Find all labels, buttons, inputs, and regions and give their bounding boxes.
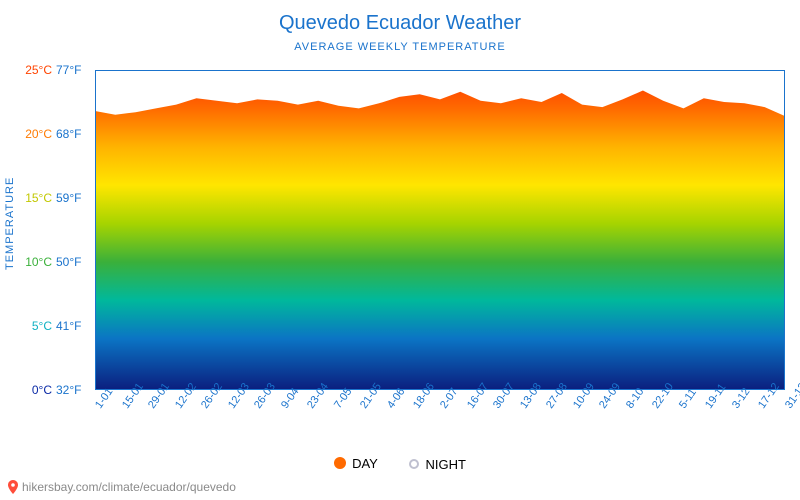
legend-item-night: NIGHT <box>409 457 465 472</box>
map-pin-icon <box>8 480 18 494</box>
plot-area <box>95 70 785 390</box>
legend-label-night: NIGHT <box>425 457 465 472</box>
y-axis: 0°C32°F5°C41°F10°C50°F15°C59°F20°C68°F25… <box>20 70 90 390</box>
source-footer: hikersbay.com/climate/ecuador/quevedo <box>8 480 236 494</box>
chart-subtitle: AVERAGE WEEKLY TEMPERATURE <box>0 35 800 53</box>
y-tick: 25°C77°F <box>20 64 90 76</box>
y-axis-label: TEMPERATURE <box>4 177 16 270</box>
legend-dot-night <box>409 459 419 469</box>
y-tick: 20°C68°F <box>20 128 90 140</box>
y-tick: 10°C50°F <box>20 256 90 268</box>
chart-container: Quevedo Ecuador Weather AVERAGE WEEKLY T… <box>0 0 800 500</box>
legend-label-day: DAY <box>352 456 378 471</box>
legend-item-day: DAY <box>334 456 378 471</box>
plot-svg <box>95 70 785 390</box>
x-axis: 1-0115-0129-0112-0226-0212-0326-039-0423… <box>95 392 785 462</box>
y-tick: 5°C41°F <box>20 320 90 332</box>
x-tick: 5-11 <box>677 387 699 411</box>
temperature-gradient-fill <box>95 70 785 390</box>
source-url: hikersbay.com/climate/ecuador/quevedo <box>22 480 236 494</box>
subtitle-text: AVERAGE WEEKLY TEMPERATURE <box>294 41 505 53</box>
legend-dot-day <box>334 457 346 469</box>
legend: DAY NIGHT <box>0 456 800 473</box>
y-tick: 0°C32°F <box>20 384 90 396</box>
chart-title: Quevedo Ecuador Weather <box>0 0 800 35</box>
chart-area: TEMPERATURE 0°C32°F 5°C41°F 10°C50°F 15°C59… <box>0 60 800 420</box>
title-text: Quevedo Ecuador Weather <box>279 12 521 34</box>
y-tick: 15°C59°F <box>20 192 90 204</box>
x-tick: 31-12 <box>783 381 800 411</box>
